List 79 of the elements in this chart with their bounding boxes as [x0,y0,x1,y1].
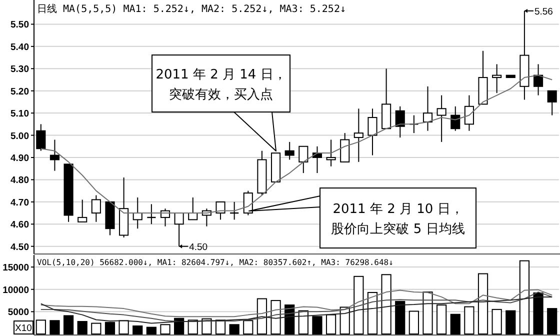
bar [395,300,406,334]
chart-title: VOL(5,10,20) 56682.000↓, MA1: 82604.797↓, MA2: 80357.602↑, MA3: 76298.648↓ [37,258,394,267]
candlestick [492,64,502,94]
candlestick [298,146,308,174]
bar [188,320,198,334]
bar [533,292,544,334]
annotation: 2011 年 2 月 14 日，突破有效，买入点 [156,68,286,102]
bar [146,326,156,334]
y-tick-label: 4.80 [10,175,29,186]
candlestick [533,64,544,96]
y-tick-label: 4.50 [10,242,29,253]
bar [256,298,268,334]
candlestick [547,90,557,116]
annotation: 2011 年 2 月 10 日，股价向上突破 5 日均线 [331,202,465,237]
candlestick [326,139,336,167]
candlestick [243,190,253,216]
candlestick [368,108,378,156]
bar [312,316,322,334]
candlestick [91,194,101,222]
text: X10 [15,323,32,334]
y-tick-label: 4.70 [10,197,29,208]
y-tick-label: 5.00 [10,130,29,142]
bar [464,306,474,334]
line-series [40,292,553,322]
bar [104,322,116,334]
bar [436,304,447,334]
candlestick [50,139,60,172]
y-tick-label: 5.10 [10,108,29,120]
y-tick-label: 5.50 [10,20,29,31]
bar [422,292,433,334]
bar [132,325,143,334]
line-series [40,289,553,318]
y-tick-label: 10000 [2,284,29,296]
bar [326,314,336,334]
y-tick-label: 5000 [8,307,29,318]
bar [340,306,350,334]
annotation: 5.56 [534,6,553,18]
bar [50,320,60,334]
bar [174,318,184,334]
candlestick [464,94,474,132]
candlestick [395,106,405,138]
bar [160,324,170,334]
bar [492,308,502,334]
candlestick [354,108,364,162]
bar [202,318,212,334]
y-tick-label: 4.90 [10,152,29,164]
candlestick [340,132,350,162]
candlestick [450,106,460,132]
candlestick [422,86,433,132]
y-tick-label: 15000 [2,262,29,274]
bar [381,274,392,334]
bar [450,314,460,334]
bar [91,322,102,334]
y-tick-label: 5.40 [10,42,29,53]
candlestick [174,212,184,247]
annotation: 4.50 [189,242,208,253]
candlestick [216,201,226,220]
y-tick-label: 5.30 [10,64,29,76]
candlestick [78,199,88,222]
bar [243,320,254,334]
candlestick [284,141,294,160]
bar [506,310,516,334]
bar [298,310,308,334]
line-series [40,296,553,324]
candlestick [436,94,446,142]
bar [118,320,129,334]
chart-title: 日线 MA(5,5,5) MA1: 5.252↓, MA2: 5.252↓, MA3: 5.252↓ [37,3,346,15]
bar [367,292,378,334]
bar [519,260,530,334]
bar [478,273,488,334]
bar [229,324,240,334]
y-tick-label: 5.20 [10,86,29,98]
bar [408,310,419,334]
y-tick-label: 4.60 [10,220,29,231]
bar [63,315,74,334]
bar [77,321,88,334]
bar [547,308,558,334]
bar [354,276,364,334]
bar [270,300,281,334]
